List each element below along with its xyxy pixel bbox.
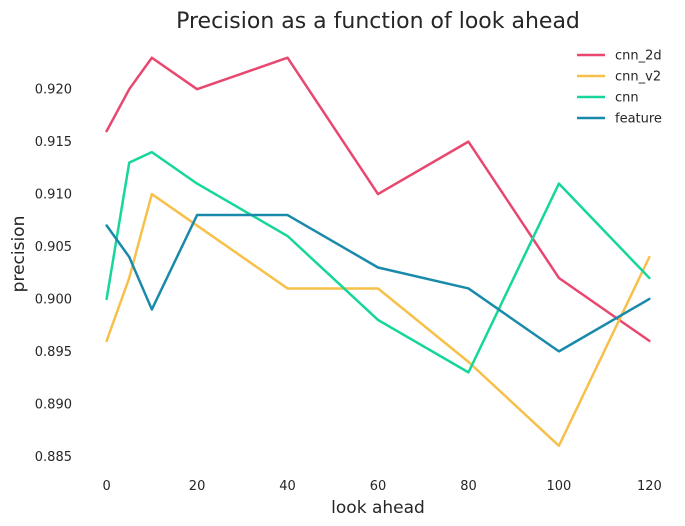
y-tick-label: 0.905 (35, 240, 72, 255)
y-tick-label: 0.900 (35, 292, 72, 307)
series-lines (105, 56, 651, 448)
x-tick-label: 120 (637, 479, 662, 494)
y-tick-label: 0.910 (35, 188, 72, 203)
y-tick-label: 0.920 (35, 83, 72, 98)
legend-label: cnn_2d (615, 49, 662, 64)
chart-title: Precision as a function of look ahead (176, 9, 580, 34)
legend-label: cnn_v2 (615, 70, 661, 85)
y-axis-ticks: 0.885 0.890 0.895 0.900 0.905 0.910 0.915 0.920 (35, 83, 72, 465)
y-tick-label: 0.890 (35, 397, 72, 412)
series-line-cnn-v2 (105, 192, 651, 448)
x-tick-label: 80 (460, 479, 477, 494)
x-axis-label: look ahead (331, 498, 425, 518)
series-line-feature (105, 213, 651, 353)
y-tick-label: 0.885 (35, 450, 72, 465)
series-line-cnn-2d (105, 56, 651, 343)
legend-label: cnn (615, 91, 639, 106)
y-axis-label: precision (9, 216, 29, 293)
x-tick-label: 0 (102, 479, 110, 494)
x-tick-label: 40 (279, 479, 296, 494)
legend-item-cnn-2d: cnn_2d (577, 49, 662, 64)
y-tick-label: 0.915 (35, 135, 72, 150)
series-line-cnn (105, 150, 651, 374)
x-tick-label: 20 (189, 479, 206, 494)
legend-item-feature: feature (577, 112, 662, 127)
x-tick-label: 100 (547, 479, 572, 494)
legend-label: feature (615, 112, 662, 127)
y-tick-label: 0.895 (35, 345, 72, 360)
x-tick-label: 60 (370, 479, 387, 494)
legend-item-cnn-v2: cnn_v2 (577, 70, 661, 85)
legend-item-cnn: cnn (577, 91, 639, 106)
x-axis-ticks: 0 20 40 60 80 100 120 (102, 479, 661, 494)
